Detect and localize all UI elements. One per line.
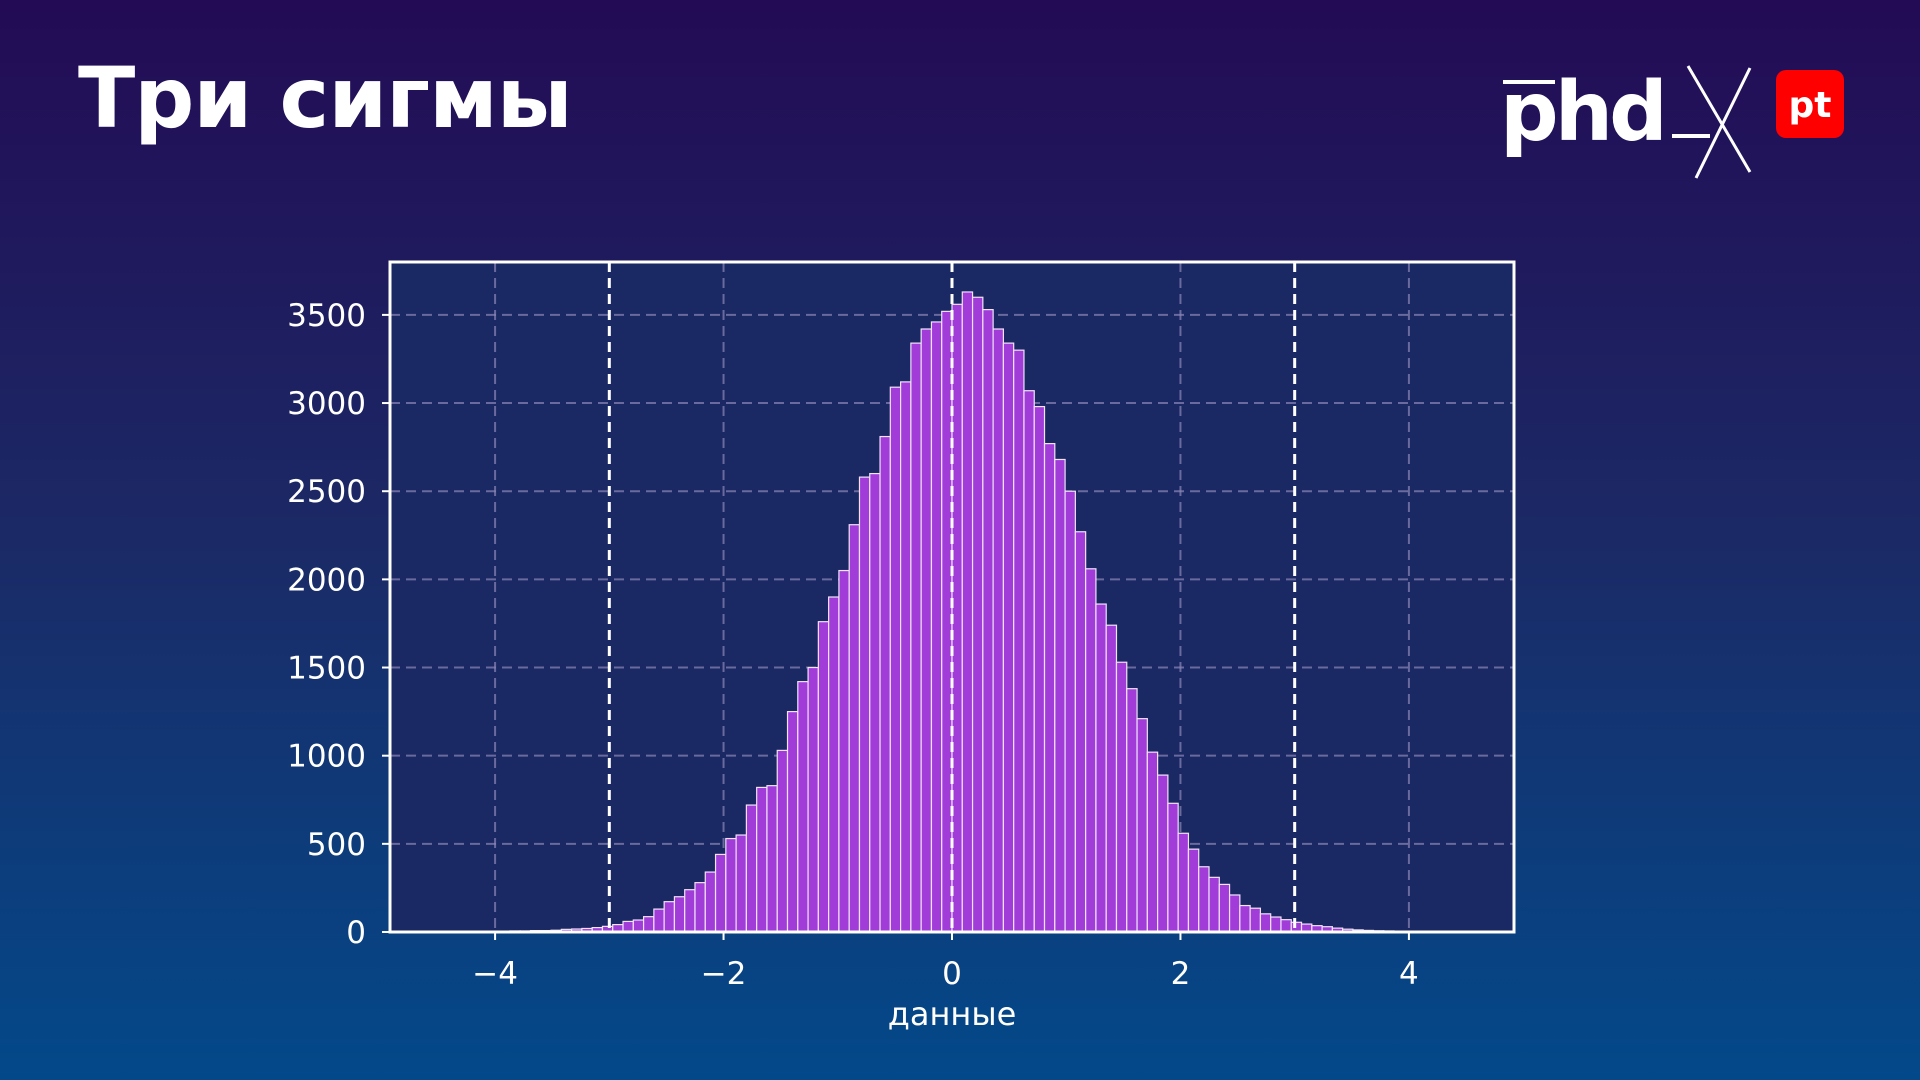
x-tick-label: −2 [701, 956, 747, 992]
pt-badge [1776, 70, 1844, 138]
histogram-bar [1157, 774, 1169, 933]
histogram-bar [1095, 603, 1107, 933]
histogram-bar [745, 804, 758, 933]
histogram-bar [1249, 907, 1262, 933]
histogram-bar [971, 296, 984, 933]
y-tick-label: 2000 [287, 562, 366, 598]
x-tick-label: −4 [472, 956, 518, 992]
histogram-bar [1126, 688, 1138, 933]
histogram-bar [1280, 919, 1292, 933]
histogram-bar [632, 919, 645, 933]
y-tick-label: 1000 [287, 739, 366, 775]
histogram-bar [1013, 349, 1025, 933]
histogram-bar [766, 785, 778, 933]
logo-text-phd: phd [1500, 65, 1664, 160]
histogram-bar [1136, 718, 1148, 933]
histogram-bar [663, 901, 676, 933]
histogram-bar [1228, 894, 1241, 933]
histogram-bar [920, 328, 933, 933]
histogram-bar [1218, 883, 1231, 933]
histogram-bar [1074, 531, 1087, 933]
histogram-bar [1146, 751, 1159, 933]
y-tick-label: 2500 [287, 474, 366, 510]
histogram-bar [1085, 568, 1097, 933]
histogram-bar [704, 871, 717, 933]
histogram-bar [1270, 916, 1282, 933]
histogram-bar [1064, 490, 1076, 933]
histogram-bar [899, 381, 912, 933]
histogram-bar [622, 920, 634, 933]
x-tick-label: 2 [1171, 956, 1191, 992]
histogram-bar [694, 882, 706, 933]
y-tick-label: 0 [346, 915, 366, 951]
y-tick-label: 1500 [287, 651, 366, 687]
histogram-bar [858, 476, 871, 933]
histogram-bar [1187, 848, 1200, 933]
x-axis-ticks: −4 −2 0 2 4 [472, 932, 1419, 992]
histogram-bar [1177, 832, 1190, 933]
histogram-bar [1115, 661, 1128, 933]
histogram-bar [1198, 866, 1210, 933]
histogram-bar [735, 834, 747, 933]
histogram-bar [879, 435, 891, 933]
logo-text-pt: pt [1789, 85, 1832, 126]
histogram-bar [642, 916, 655, 933]
histogram-bar [1167, 802, 1179, 933]
histogram-bar [1239, 904, 1251, 933]
y-tick-label: 500 [307, 827, 366, 863]
histogram-bar [838, 569, 850, 933]
histogram-bar [1043, 443, 1056, 933]
histogram-bar [1208, 876, 1220, 933]
histogram-bar [910, 342, 922, 933]
histogram-bar [673, 896, 686, 933]
histogram-bar [941, 310, 953, 933]
histogram-bar [828, 596, 840, 933]
y-axis-ticks: 0 500 1000 1500 2000 2500 3000 3500 [287, 298, 390, 951]
histogram-bar [1259, 913, 1272, 933]
histogram-bar [848, 524, 861, 933]
histogram-bar [725, 837, 737, 933]
histogram-bar [817, 621, 830, 933]
histogram-bar [786, 711, 799, 933]
y-tick-label: 3000 [287, 386, 366, 422]
phd-pt-logo: phd pt [1500, 65, 1844, 179]
x-axis-label: данные [888, 995, 1017, 1033]
x-tick-label: 4 [1399, 956, 1419, 992]
slide-title: Три сигмы [78, 49, 573, 147]
histogram-bar [961, 291, 974, 933]
histogram-bar [1033, 405, 1046, 933]
histogram-bar [756, 786, 768, 933]
histogram-bar [889, 386, 902, 933]
histogram-bar [684, 889, 696, 933]
histogram-bar [1054, 458, 1066, 933]
histogram-bar [951, 303, 963, 933]
histogram-bar [869, 472, 881, 933]
histogram-bar [930, 321, 943, 933]
y-tick-label: 3500 [287, 298, 366, 334]
x-tick-label: 0 [942, 956, 962, 992]
histogram-bar [653, 908, 665, 933]
histogram-bar [714, 853, 727, 933]
histogram-bar [797, 681, 809, 933]
histogram-bar [982, 309, 994, 933]
histogram-bar [992, 328, 1005, 933]
histogram-bar [1105, 624, 1118, 933]
histogram-bar [1023, 390, 1035, 933]
histogram-bar [776, 749, 789, 933]
histogram-bar [1002, 342, 1015, 933]
histogram-bar [807, 666, 819, 933]
